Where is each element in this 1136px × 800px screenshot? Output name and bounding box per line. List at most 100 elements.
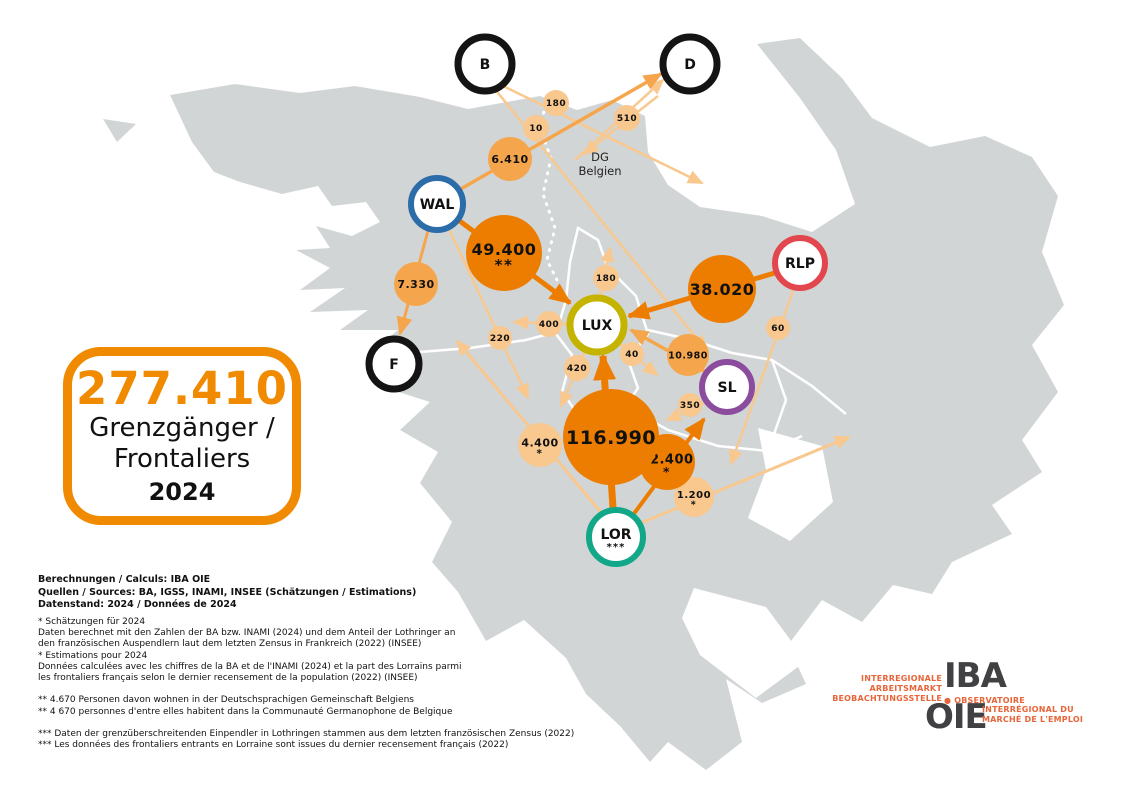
text-line: * Estimations pour 2024 [38, 650, 148, 661]
region-node-b: B [454, 33, 516, 95]
node-ring [699, 359, 755, 415]
node-ring [566, 294, 628, 356]
text-line [38, 718, 574, 729]
value-label: 1.200 [677, 490, 711, 501]
logo-oie-wordmark: OIE [925, 697, 988, 737]
node-label: WAL [420, 197, 455, 213]
text-line: les frontaliers français selon le dernie… [38, 673, 418, 684]
text-line: Berechnungen / Calculs: IBA OIE [38, 574, 211, 585]
value-circle [678, 393, 702, 417]
value-label: 6.410 [491, 153, 528, 166]
node-ring [586, 507, 646, 567]
total-value: 277.410 [76, 362, 288, 415]
value-label: 510 [617, 114, 637, 124]
region-node-d: D [659, 33, 721, 95]
flow-arrow-b-d [496, 81, 704, 185]
value-label: 180 [546, 99, 566, 109]
flow-value-lor-lux: 116.990 [563, 389, 659, 485]
flow-value-rlp-lor: 60 [766, 316, 790, 340]
text-line [38, 684, 574, 695]
logo-fr-line: MARCHÉ DE L'EMPLOI [982, 714, 1084, 724]
value-circle [536, 311, 562, 337]
total-label-de-fr: Grenzgänger / [89, 413, 275, 443]
value-label: 116.990 [566, 427, 656, 449]
value-circle [543, 90, 569, 116]
dg-belgien-label: DG [591, 150, 609, 164]
flow-value-lor-wal: 4.400* [518, 423, 562, 467]
text-line: * Schätzungen für 2024 [38, 617, 146, 627]
region-node-rlp: RLP [772, 235, 828, 291]
value-circle [518, 423, 562, 467]
logo-fr-line: INTERRÉGIONAL DU [982, 705, 1074, 714]
value-label: 10 [529, 124, 543, 134]
flow-value-wal-d: 6.410 [488, 137, 532, 181]
value-circle [564, 355, 590, 381]
value-circle [466, 215, 542, 291]
value-label: 60 [771, 324, 785, 334]
total-year: 2024 [148, 478, 216, 506]
region-node-lux: LUX [566, 294, 628, 356]
flow-value-wal-lux: 49.400** [466, 215, 542, 291]
value-circle [563, 389, 659, 485]
value-label: 420 [567, 364, 587, 374]
value-circle [614, 105, 640, 131]
flow-value-lux-d: 180 [593, 265, 619, 291]
text-line: Quellen / Sources: BA, IGSS, INAMI, INSE… [38, 586, 417, 598]
value-circle [766, 316, 790, 340]
flow-value-wal-f: 7.330 [394, 262, 438, 306]
value-label: 220 [490, 334, 510, 344]
dg-belgien-label: Belgien [578, 164, 621, 178]
flow-arrow-wal-d [451, 72, 663, 196]
node-ring [408, 175, 466, 233]
logo-text-observatoire: ● OBSERVATOIRE [944, 696, 1025, 705]
region-node-wal: WAL [408, 175, 466, 233]
logo-de-line: ARBEITSMARKT [869, 684, 942, 693]
region-node-sl: SL [699, 359, 755, 415]
logo-fr-line: OBSERVATOIRE [954, 696, 1025, 705]
iba-oie-logo: INTERREGIONALE ARBEITSMARKT BEOBACHTUNGS… [830, 659, 1110, 745]
flow-value-rlp-lux: 38.020 [688, 255, 756, 323]
flow-value-dg-d: 510 [614, 105, 640, 131]
value-label: 40 [625, 350, 639, 360]
value-label: 10.980 [668, 350, 708, 361]
node-label: RLP [785, 256, 815, 272]
map-cutout-1 [748, 428, 833, 541]
text-line: Datenstand: 2024 / Données de 2024 [38, 599, 237, 610]
flow-arrow-rlp-lor [729, 287, 796, 466]
region-node-lor: LOR*** [586, 507, 646, 567]
value-circle [667, 334, 709, 376]
value-note: ** [495, 256, 514, 274]
logo-de-line: INTERREGIONALE [861, 674, 942, 683]
value-note: * [691, 500, 697, 511]
node-ring [454, 33, 516, 95]
border-sl-east [766, 359, 788, 452]
node-label: B [480, 57, 491, 73]
value-circle [688, 255, 756, 323]
node-ring [772, 235, 828, 291]
node-label: F [389, 357, 399, 373]
text-line: *** Daten der grenzüberschreitenden Einp… [38, 729, 575, 740]
node-label: LUX [582, 318, 613, 334]
value-circle [394, 262, 438, 306]
value-circle [593, 265, 619, 291]
flow-value-lor-rlp: 1.200* [674, 477, 714, 517]
text-line: ** 4.670 Personen davon wohnen in der De… [38, 695, 414, 706]
node-note: *** [607, 542, 626, 553]
text-line: Daten berechnet mit den Zahlen der BA bz… [38, 628, 456, 639]
node-ring [659, 33, 721, 95]
flow-value-b-d: 180 [543, 90, 569, 116]
flow-arrow-lor-rlp [640, 435, 851, 525]
flow-value-sl-lor: 350 [678, 393, 702, 417]
total-label-fr: Frontaliers [113, 444, 251, 474]
credits-block: Berechnungen / Calculs: IBA OIE Quellen /… [38, 574, 416, 612]
total-badge: 277.410 Grenzgänger / Frontaliers 2024 [63, 347, 301, 525]
logo-de-line: BEOBACHTUNGSSTELLE [832, 694, 942, 703]
region-node-f: F [365, 335, 423, 393]
flow-value-b-sl: 10 [523, 115, 549, 141]
text-line: den französischen Auspendlern laut dem l… [38, 639, 422, 650]
logo-text-de: INTERREGIONALE ARBEITSMARKT BEOBACHTUNGS… [830, 674, 942, 704]
value-circle [488, 137, 532, 181]
value-label: 38.020 [690, 280, 755, 299]
logo-text-fr: INTERRÉGIONAL DU MARCHÉ DE L'EMPLOI [982, 705, 1083, 724]
